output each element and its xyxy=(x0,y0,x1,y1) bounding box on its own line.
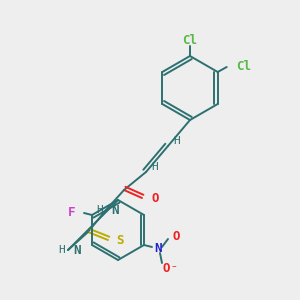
Text: O: O xyxy=(173,230,181,242)
Text: H: H xyxy=(96,205,103,215)
Text: O: O xyxy=(151,191,158,205)
Text: N: N xyxy=(154,242,162,256)
Text: O: O xyxy=(163,262,170,275)
Text: Cl: Cl xyxy=(182,34,197,46)
Text: H: H xyxy=(58,245,65,255)
Text: N: N xyxy=(111,203,118,217)
Text: ⁻: ⁻ xyxy=(171,264,178,274)
Text: N: N xyxy=(73,244,80,256)
Text: Cl: Cl xyxy=(236,59,251,73)
Text: S: S xyxy=(116,233,124,247)
Text: H: H xyxy=(152,162,158,172)
Text: H: H xyxy=(174,136,180,146)
Text: F: F xyxy=(68,206,75,220)
